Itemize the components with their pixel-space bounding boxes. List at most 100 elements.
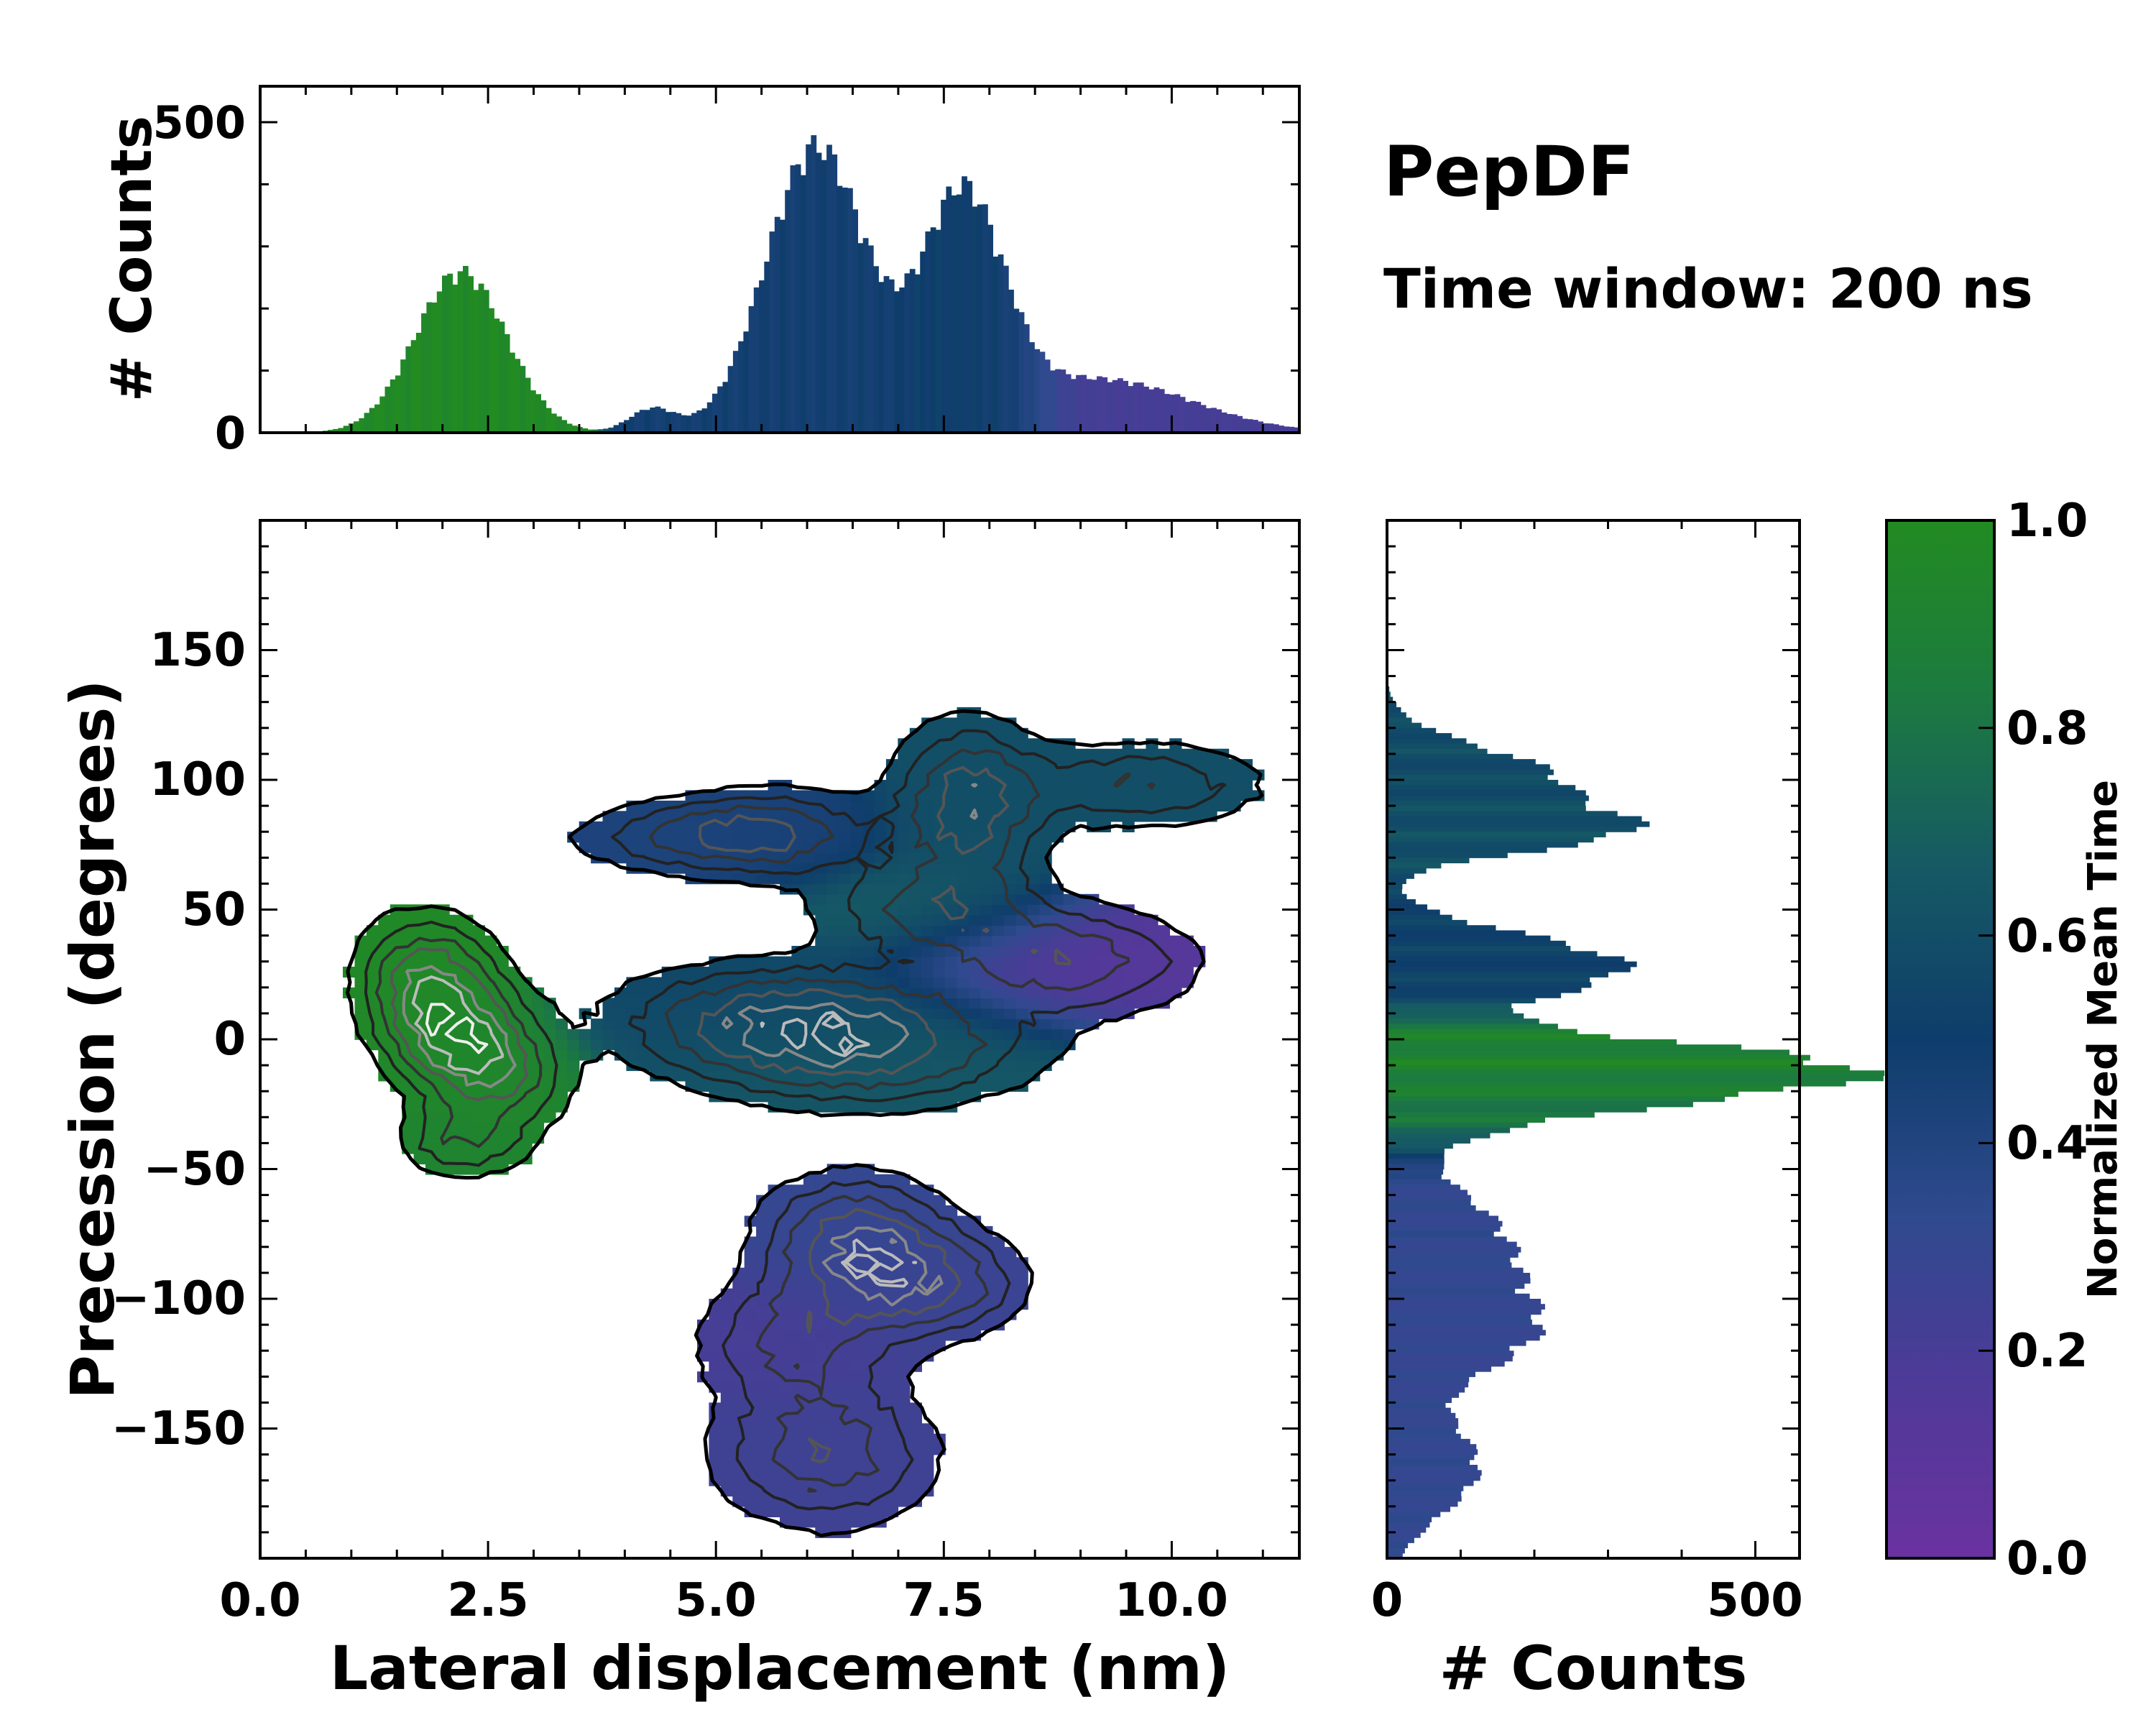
heatmap-cell — [803, 883, 816, 895]
heatmap-cell — [862, 1392, 875, 1404]
heatmap-cell — [885, 1454, 899, 1466]
heatmap-cell — [933, 1257, 946, 1269]
heatmap-cell — [1134, 935, 1147, 947]
heatmap-cell — [803, 1299, 816, 1310]
top-histogram-bar — [1153, 387, 1160, 433]
heatmap-cell — [933, 1236, 946, 1248]
heatmap-cell — [874, 1205, 887, 1217]
heatmap-cell — [378, 946, 391, 957]
heatmap-cell — [909, 1184, 922, 1196]
heatmap-cell — [803, 946, 816, 957]
heatmap-cell — [1028, 738, 1041, 750]
heatmap-cell — [1074, 1008, 1087, 1019]
heatmap-cell — [602, 842, 615, 853]
right-histogram-bar — [1387, 914, 1452, 921]
heatmap-cell — [850, 1444, 863, 1455]
heatmap-cell — [1051, 987, 1064, 998]
heatmap-cell — [437, 987, 450, 998]
heatmap-cell — [945, 790, 958, 801]
heatmap-cell — [803, 1288, 816, 1300]
heatmap-cell — [732, 1475, 745, 1486]
heatmap-cell — [1087, 935, 1100, 947]
heatmap-cell — [980, 738, 993, 750]
heatmap-cell — [1157, 956, 1170, 967]
heatmap-cell — [1193, 780, 1206, 791]
heatmap-cell — [1004, 769, 1017, 781]
heatmap-cell — [508, 998, 521, 1009]
heatmap-cell — [1004, 1246, 1017, 1258]
top-histogram-bar — [535, 394, 541, 433]
heatmap-cell — [885, 1288, 899, 1300]
heatmap-cell — [862, 956, 875, 967]
heatmap-cell — [850, 1205, 863, 1217]
heatmap-cell — [780, 1485, 793, 1497]
heatmap-cell — [850, 1402, 863, 1414]
top-histogram-bar — [550, 413, 557, 433]
top-histogram-bar — [390, 379, 396, 433]
top-histogram-bar — [1284, 426, 1290, 433]
right-histogram-bar — [1387, 811, 1618, 817]
heatmap-cell — [744, 1433, 757, 1445]
heatmap-cell — [591, 821, 604, 832]
heatmap-cell — [1051, 748, 1064, 760]
right-histogram-bar — [1387, 780, 1559, 786]
heatmap-cell — [874, 1444, 887, 1455]
heatmap-cell — [602, 1018, 615, 1030]
heatmap-cell — [1157, 769, 1170, 781]
heatmap-cell — [780, 1184, 793, 1196]
heatmap-cell — [874, 904, 887, 916]
heatmap-cell — [850, 1059, 863, 1072]
heatmap-cell — [945, 904, 958, 916]
heatmap-cell — [874, 1029, 887, 1040]
heatmap-cell — [968, 935, 982, 947]
heatmap-cell — [614, 1018, 627, 1030]
heatmap-cell — [874, 1070, 887, 1082]
heatmap-cell — [850, 998, 863, 1009]
heatmap-cell — [885, 1361, 899, 1372]
colorbar-tick-label: 0.0 — [2007, 1532, 2088, 1586]
heatmap-cell — [366, 1039, 379, 1051]
heatmap-cell — [1169, 790, 1182, 801]
heatmap-cell — [968, 966, 982, 978]
heatmap-cell — [1134, 966, 1147, 978]
heatmap-cell — [1039, 904, 1052, 916]
heatmap-cell — [1146, 759, 1158, 770]
heatmap-cell — [709, 1444, 722, 1455]
top-histogram-bar — [795, 164, 801, 433]
heatmap-cell — [791, 1392, 804, 1404]
heatmap-cell — [850, 1433, 863, 1445]
heatmap-cell — [626, 1029, 639, 1040]
heatmap-cell — [437, 1039, 450, 1051]
heatmap-cell — [826, 1485, 839, 1497]
heatmap-cell — [945, 1018, 958, 1030]
heatmap-cell — [768, 1340, 780, 1351]
heatmap-cell — [992, 1070, 1005, 1082]
right-histogram-bar — [1387, 785, 1576, 791]
right-histogram-bar — [1387, 998, 1536, 1003]
heatmap-cell — [1004, 946, 1017, 957]
heatmap-cell — [968, 1008, 982, 1019]
heatmap-cell — [1110, 977, 1123, 988]
heatmap-cell — [968, 1225, 982, 1238]
heatmap-cell — [815, 1101, 828, 1113]
heatmap-cell — [531, 1029, 545, 1040]
heatmap-cell — [885, 1101, 899, 1113]
top-histogram-bar — [582, 428, 589, 433]
top-histogram-bar — [426, 302, 433, 433]
heatmap-cell — [803, 1412, 816, 1424]
heatmap-cell — [957, 738, 969, 750]
heatmap-cell — [898, 946, 911, 957]
heatmap-cell — [885, 1381, 899, 1393]
heatmap-cell — [957, 1039, 969, 1051]
heatmap-cell — [862, 873, 875, 885]
heatmap-cell — [839, 946, 852, 957]
heatmap-cell — [756, 800, 769, 812]
heatmap-cell — [637, 987, 650, 998]
heatmap-cell — [673, 987, 686, 998]
heatmap-cell — [921, 893, 934, 905]
heatmap-cell — [826, 1278, 839, 1289]
right-histogram-bar — [1387, 1049, 1789, 1056]
right-histogram-bar — [1387, 946, 1571, 952]
heatmap-cell — [756, 1029, 769, 1040]
